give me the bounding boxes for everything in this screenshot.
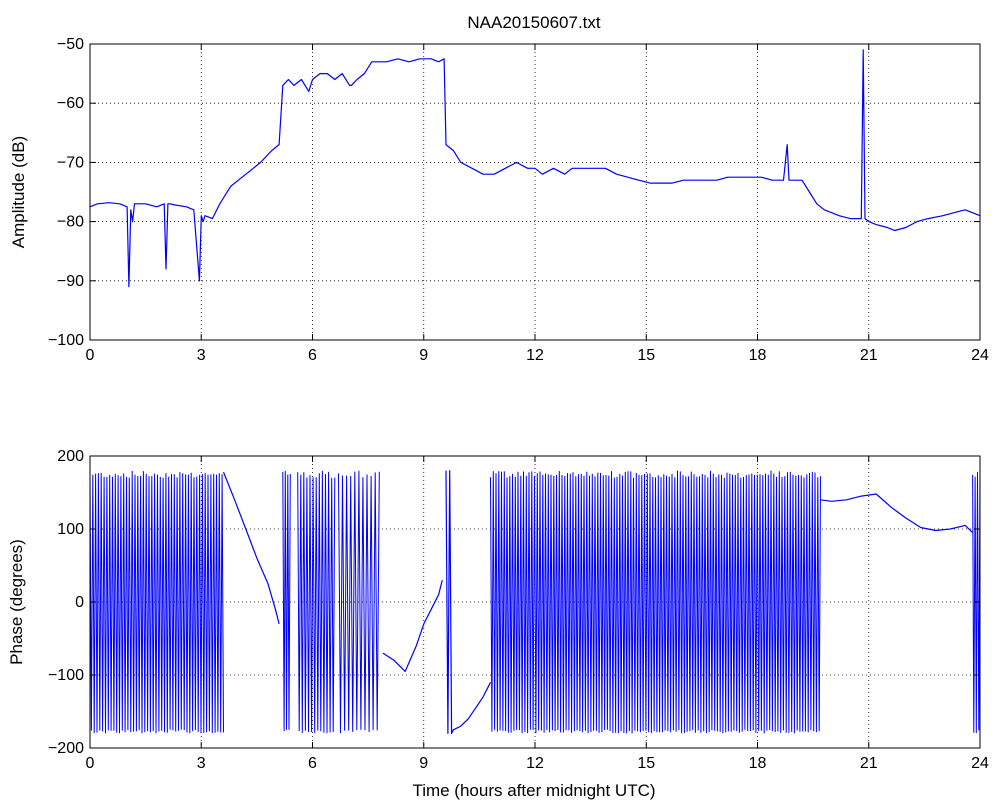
phase-y-tick-label: −100 (48, 667, 84, 684)
phase-x-tick-label: 9 (419, 755, 428, 772)
amp-y-tick-label: −80 (57, 214, 84, 231)
phase-series-line (222, 471, 280, 625)
phase-series-line (382, 579, 443, 673)
amp-y-tick-label: −60 (57, 95, 84, 112)
phase-y-tick-label: 0 (75, 594, 84, 611)
amplitude-grid (90, 44, 980, 340)
phase-x-tick-label: 24 (971, 755, 989, 772)
phase-ticks: 0 3 6 9 12 15 18 21 24 200 100 0 −100 −200 (48, 448, 989, 772)
x-axis-label: Time (hours after midnight UTC) (412, 781, 655, 800)
phase-series-line (445, 470, 492, 735)
phase-y-label: Phase (degrees) (7, 539, 26, 665)
phase-y-tick-label: 200 (57, 448, 84, 465)
amplitude-y-label: Amplitude (dB) (9, 136, 28, 248)
amp-y-tick-label: −90 (57, 273, 84, 290)
amp-x-tick-label: 24 (971, 347, 989, 364)
amp-y-tick-label: −50 (57, 36, 84, 53)
phase-x-tick-label: 6 (308, 755, 317, 772)
amp-x-tick-label: 6 (308, 347, 317, 364)
amplitude-ticks: 0 3 6 9 12 15 18 21 24 −50 −60 −70 −80 −90 −100 (48, 36, 989, 364)
phase-x-tick-label: 3 (197, 755, 206, 772)
amp-x-tick-label: 21 (860, 347, 878, 364)
amp-x-tick-label: 9 (419, 347, 428, 364)
phase-wrap-segment (490, 470, 821, 734)
phase-wrap-segment (89, 470, 224, 734)
amplitude-panel: NAA20150607.txt 0 3 6 9 12 15 18 21 24 −50 −60 −70 −… (9, 13, 989, 364)
amp-series-line (89, 49, 981, 288)
phase-wrap-segment (282, 470, 291, 732)
phase-series (89, 470, 981, 735)
amp-x-tick-label: 3 (197, 347, 206, 364)
amp-x-tick-label: 12 (526, 347, 544, 364)
phase-y-tick-label: 100 (57, 521, 84, 538)
amp-x-tick-label: 18 (749, 347, 767, 364)
amp-x-tick-label: 0 (86, 347, 95, 364)
phase-x-tick-label: 18 (749, 755, 767, 772)
phase-y-tick-label: −200 (48, 740, 84, 757)
phase-wrap-segment (338, 470, 380, 734)
phase-wrap-segment (297, 470, 336, 734)
amp-y-tick-label: −70 (57, 154, 84, 171)
phase-series-line (820, 493, 974, 534)
phase-x-tick-label: 0 (86, 755, 95, 772)
phase-x-tick-label: 12 (526, 755, 544, 772)
phase-x-tick-label: 21 (860, 755, 878, 772)
chart-title: NAA20150607.txt (467, 13, 601, 32)
phase-wrap-segment (972, 471, 981, 734)
phase-x-tick-label: 15 (637, 755, 655, 772)
amplitude-series (89, 49, 981, 288)
phase-panel: 0 3 6 9 12 15 18 21 24 200 100 0 −100 −200 Phase (deg… (7, 448, 989, 800)
amp-x-tick-label: 15 (637, 347, 655, 364)
amp-y-tick-label: −100 (48, 332, 84, 349)
